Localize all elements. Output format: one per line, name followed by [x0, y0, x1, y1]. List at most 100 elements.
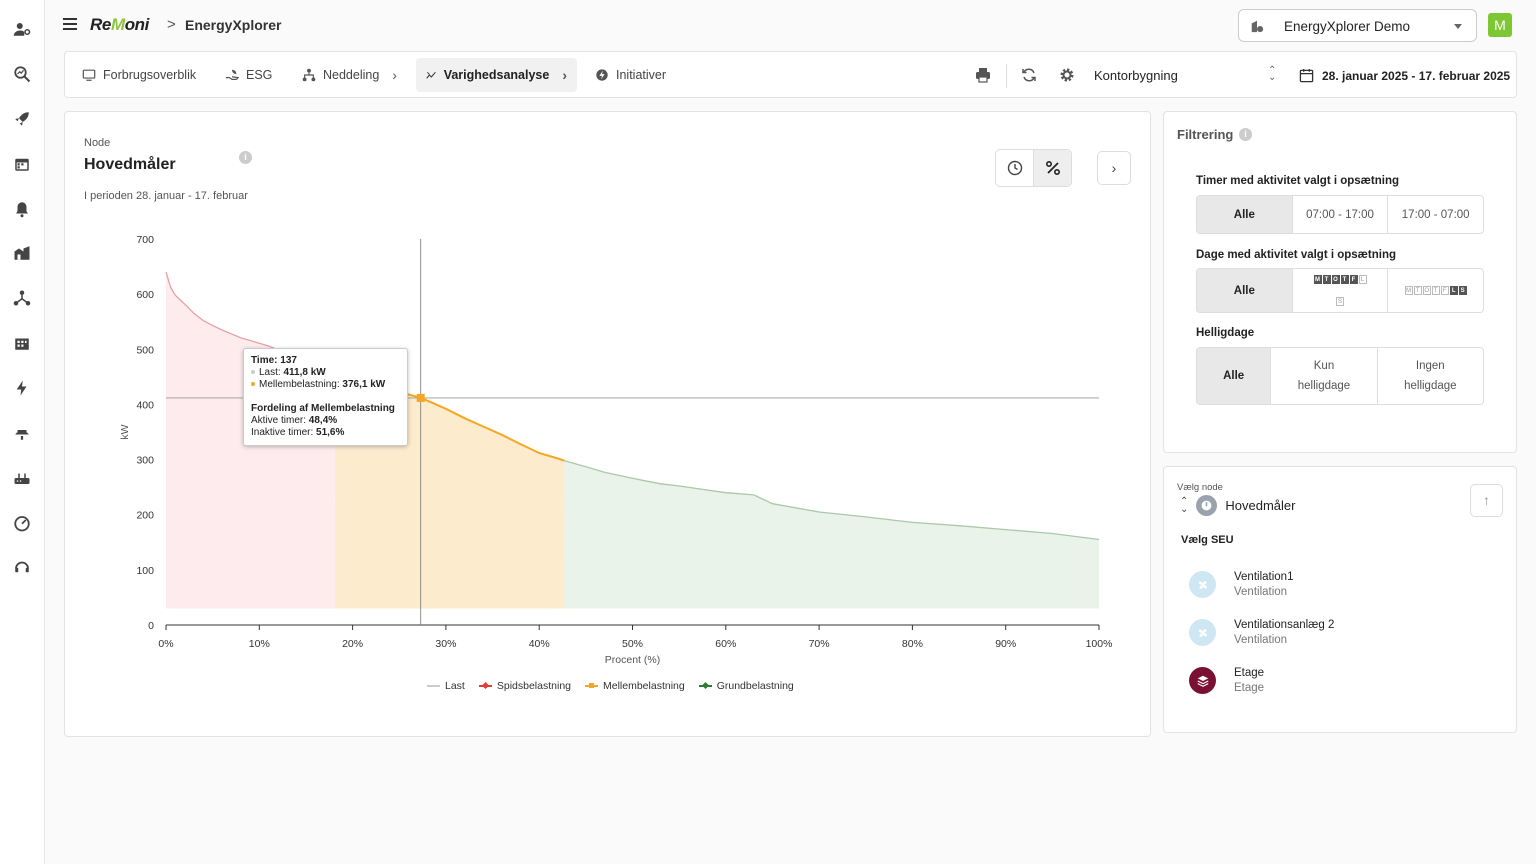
- analysis-nav: Forbrugsoverblik ESG Neddeling › Varighe…: [64, 51, 1517, 98]
- node-label: Node: [84, 137, 111, 149]
- bolt-icon[interactable]: [13, 379, 31, 397]
- node-selector[interactable]: ⌃ ⌄ Hovedmåler: [1180, 495, 1295, 516]
- mid-dot: [251, 382, 255, 387]
- tooltip-inactive-label: Inaktive timer:: [251, 427, 314, 438]
- day-sat: L: [1358, 275, 1367, 285]
- holidays-toggle: Alle Kun helligdage Ingen helligdage: [1196, 347, 1484, 405]
- tab-forbrugsoverblik[interactable]: Forbrugsoverblik: [72, 58, 206, 92]
- legend-swatch: [427, 685, 440, 687]
- y-tick-label: 500: [136, 344, 154, 356]
- fan-icon: [1189, 571, 1216, 598]
- line-grundbelastning: [564, 460, 1100, 541]
- seu-name: Ventilationsanlæg 2: [1234, 619, 1335, 631]
- holiday-option-none[interactable]: Ingen helligdage: [1376, 348, 1483, 404]
- calendar-icon[interactable]: [13, 155, 31, 173]
- chevron-right-button[interactable]: ›: [1097, 151, 1131, 185]
- refresh-icon[interactable]: [1021, 67, 1037, 83]
- menu-icon[interactable]: [63, 18, 77, 30]
- x-tick-label: 20%: [342, 638, 363, 650]
- days-label: Dage med aktivitet valgt i opsætning: [1196, 249, 1397, 261]
- crosshair-marker: [416, 393, 425, 402]
- layers-icon: [1189, 667, 1216, 694]
- legend-last[interactable]: Last: [427, 680, 465, 692]
- gauge-icon[interactable]: [13, 514, 31, 532]
- hours-option-all[interactable]: Alle: [1197, 196, 1292, 233]
- legend-swatch: [585, 683, 598, 688]
- hours-option-day[interactable]: 07:00 - 17:00: [1291, 196, 1388, 233]
- rocket-icon[interactable]: [13, 110, 31, 128]
- legend-mellembelastning[interactable]: Mellembelastning: [585, 680, 685, 692]
- sort-arrows-icon[interactable]: ⌃ ⌄: [1268, 65, 1277, 83]
- hours-option-night[interactable]: 17:00 - 07:00: [1387, 196, 1483, 233]
- print-icon[interactable]: [975, 67, 991, 83]
- holiday-option-all[interactable]: Alle: [1197, 348, 1271, 404]
- chevron-right-icon: ›: [392, 67, 397, 83]
- tab-label: Initiativer: [616, 68, 667, 82]
- support-icon[interactable]: [13, 558, 31, 576]
- info-icon[interactable]: i: [1239, 128, 1252, 141]
- seu-item-etage[interactable]: Etage Etage: [1189, 667, 1264, 694]
- seu-item-ventilation1[interactable]: Ventilation1 Ventilation: [1189, 571, 1293, 598]
- building-select[interactable]: Kontorbygning: [1094, 68, 1178, 83]
- legend-swatch: [478, 681, 492, 690]
- users-cog-icon[interactable]: [13, 20, 31, 38]
- app-name: EnergyXplorer: [185, 17, 282, 33]
- search-analytics-icon[interactable]: [13, 65, 31, 83]
- arrow-up-button[interactable]: ↑: [1470, 484, 1503, 517]
- info-icon[interactable]: i: [239, 151, 252, 164]
- date-range-text: 28. januar 2025 - 17. februar 2025: [1322, 68, 1511, 83]
- network-icon[interactable]: [13, 289, 31, 307]
- percent-view-button[interactable]: [1033, 150, 1071, 186]
- calendar-icon: [1299, 68, 1314, 83]
- filter-title: Filtrering: [1177, 127, 1234, 142]
- y-tick-label: 100: [136, 565, 154, 577]
- x-tick-label: 10%: [249, 638, 270, 650]
- x-tick-label: 90%: [995, 638, 1016, 650]
- bell-icon[interactable]: [13, 200, 31, 218]
- seu-type: Etage: [1234, 682, 1265, 694]
- y-tick-label: 600: [136, 289, 154, 301]
- avatar[interactable]: M: [1488, 13, 1512, 37]
- y-tick-label: 300: [136, 455, 154, 467]
- legend-spidsbelastning[interactable]: Spidsbelastning: [478, 680, 571, 692]
- sort-arrows-icon[interactable]: ⌃ ⌄: [1180, 495, 1189, 515]
- percent-icon: [1045, 160, 1060, 176]
- tab-initiativer[interactable]: Initiativer: [585, 58, 676, 92]
- account-select[interactable]: EnergyXplorer Demo: [1238, 9, 1477, 42]
- tooltip-dist-title: Fordeling af Mellembelastning: [251, 403, 395, 414]
- building-icon[interactable]: [13, 334, 31, 352]
- clock-icon: [1007, 160, 1022, 176]
- router-icon[interactable]: [13, 469, 31, 487]
- hours-view-button[interactable]: [996, 150, 1033, 186]
- seu-label: Vælg SEU: [1181, 534, 1234, 546]
- x-tick-label: 40%: [529, 638, 550, 650]
- hierarchy-icon: [302, 68, 316, 82]
- gear-icon[interactable]: [1059, 67, 1075, 83]
- tab-varighedsanalyse[interactable]: Varighedsanalyse ›: [416, 58, 577, 92]
- date-range-picker[interactable]: 28. januar 2025 - 17. februar 2025: [1299, 68, 1510, 83]
- seu-name: Etage: [1234, 667, 1265, 679]
- holiday-option-only[interactable]: Kun helligdage: [1270, 348, 1376, 404]
- buildings-icon[interactable]: [13, 244, 31, 262]
- tab-label: Forbrugsoverblik: [103, 68, 197, 82]
- node-select-label: Vælg node: [1177, 482, 1223, 493]
- tab-esg[interactable]: ESG: [215, 58, 282, 92]
- last-dot: [251, 370, 255, 375]
- days-option-all[interactable]: Alle: [1197, 269, 1292, 312]
- water-icon[interactable]: [13, 424, 31, 442]
- y-axis-label: kW: [119, 424, 131, 439]
- day-sun: S: [1336, 296, 1344, 306]
- duration-chart-icon: [426, 71, 436, 79]
- legend-grundbelastning[interactable]: Grundbelastning: [698, 680, 794, 692]
- day-thu: T: [1340, 275, 1349, 285]
- legend-label: Grundbelastning: [716, 680, 794, 692]
- remoni-logo[interactable]: ReMoni: [90, 15, 149, 34]
- day-fri: F: [1349, 275, 1358, 285]
- hours-toggle: Alle 07:00 - 17:00 17:00 - 07:00: [1196, 195, 1484, 234]
- seu-item-ventilationsanlaeg-2[interactable]: Ventilationsanlæg 2 Ventilation: [1189, 619, 1334, 646]
- day-mon: M: [1404, 286, 1413, 295]
- tab-neddeling[interactable]: Neddeling ›: [292, 58, 407, 92]
- legend-label: Mellembelastning: [603, 680, 685, 692]
